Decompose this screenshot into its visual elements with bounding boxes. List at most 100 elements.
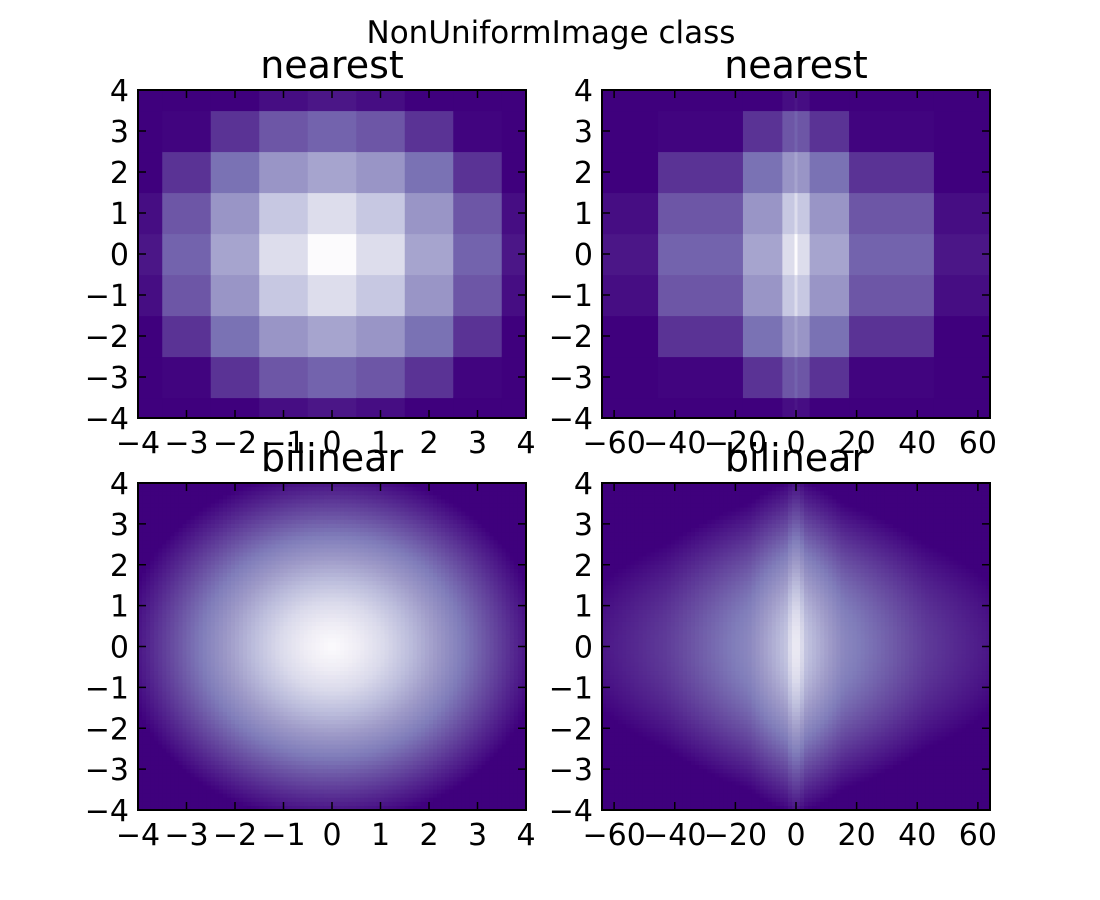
heatmap-sample	[166, 507, 171, 513]
heatmap-sample	[336, 605, 341, 611]
heatmap-sample	[214, 613, 220, 619]
heatmap-sample	[332, 601, 337, 607]
heatmap-sample	[182, 720, 188, 725]
heatmap-sample	[327, 532, 333, 537]
heatmap-sample	[218, 605, 224, 611]
heatmap-sample	[178, 781, 184, 787]
heatmap-sample	[214, 671, 220, 676]
heatmap-sample	[315, 577, 321, 582]
heatmap-sample	[263, 740, 268, 746]
heatmap-sample	[226, 572, 232, 578]
heatmap-sample	[174, 797, 180, 803]
heatmap-sample	[263, 736, 268, 742]
heatmap-sample	[340, 658, 345, 664]
heatmap-sample	[243, 666, 248, 672]
heatmap-sample	[210, 581, 216, 586]
heatmap-sample	[190, 658, 196, 664]
heatmap-sample	[279, 797, 285, 803]
heatmap-sample	[230, 699, 236, 705]
heatmap-sample	[162, 495, 167, 500]
heatmap-sample	[251, 577, 256, 582]
heatmap-sample	[178, 507, 184, 513]
heatmap-sample	[243, 536, 248, 541]
heatmap-sample	[336, 777, 341, 782]
heatmap-sample	[336, 785, 341, 791]
heatmap-sample	[311, 707, 317, 713]
heatmap-sample	[271, 666, 277, 672]
heatmap-sample	[344, 785, 349, 791]
heatmap-sample	[162, 687, 167, 693]
heatmap-sample	[307, 777, 313, 782]
heatmap-sample	[182, 703, 188, 709]
heatmap-sample	[226, 662, 232, 668]
heatmap-sample	[311, 597, 317, 603]
heatmap-sample	[186, 805, 192, 810]
heatmap-sample	[299, 630, 305, 635]
heatmap-sample	[198, 577, 204, 582]
heatmap-sample	[344, 552, 349, 558]
heatmap-sample	[178, 785, 184, 791]
heatmap-sample	[166, 687, 171, 693]
heatmap-sample	[235, 744, 240, 750]
heatmap-sample	[235, 695, 240, 701]
heatmap-sample	[222, 740, 228, 746]
heatmap-sample	[332, 658, 337, 664]
heatmap-sample	[348, 805, 353, 810]
heatmap-sample	[303, 499, 309, 505]
heatmap-sample	[210, 740, 216, 746]
heatmap-sample	[279, 769, 285, 774]
heatmap-sample	[332, 728, 337, 733]
heatmap-sample	[279, 483, 285, 488]
heatmap-sample	[299, 711, 305, 717]
heatmap-sample	[344, 487, 349, 492]
heatmap-sample	[275, 585, 281, 590]
heatmap-sample	[344, 527, 349, 533]
heatmap-sample	[182, 511, 188, 517]
heatmap-sample	[287, 748, 293, 754]
heatmap-sample	[372, 585, 378, 590]
heatmap-sample	[323, 805, 329, 810]
heatmap-sample	[251, 777, 256, 782]
heatmap-sample	[279, 601, 285, 607]
heatmap-sample	[247, 630, 252, 635]
heatmap-sample	[182, 519, 188, 525]
heatmap-sample	[368, 728, 374, 733]
x-tick-label: 20	[838, 426, 876, 461]
heatmap-sample	[190, 630, 196, 635]
heatmap-sample	[299, 564, 305, 570]
heatmap-sample	[352, 658, 357, 664]
heatmap-sample	[138, 499, 143, 505]
heatmap-sample	[352, 699, 357, 705]
heatmap-sample	[162, 769, 167, 774]
heatmap-cell	[162, 233, 212, 276]
heatmap-sample	[198, 572, 204, 578]
heatmap-sample	[364, 691, 369, 697]
heatmap-sample	[182, 634, 188, 639]
heatmap-sample	[230, 671, 236, 676]
heatmap-sample	[344, 540, 349, 545]
heatmap-sample	[275, 593, 281, 599]
heatmap-sample	[235, 703, 240, 709]
heatmap-sample	[340, 523, 345, 529]
heatmap-sample	[368, 568, 374, 574]
heatmap-sample	[186, 748, 192, 754]
heatmap-sample	[348, 715, 353, 721]
heatmap-sample	[356, 756, 361, 762]
heatmap-sample	[327, 568, 333, 574]
heatmap-sample	[295, 781, 301, 787]
heatmap-sample	[198, 613, 204, 619]
heatmap-sample	[344, 634, 349, 639]
heatmap-sample	[319, 630, 325, 635]
heatmap-sample	[146, 544, 151, 549]
heatmap-sample	[315, 752, 321, 758]
heatmap-cell	[658, 90, 744, 112]
heatmap-sample	[150, 515, 155, 521]
heatmap-sample	[275, 805, 281, 810]
heatmap-sample	[226, 646, 232, 652]
heatmap-sample	[235, 515, 240, 521]
heatmap-sample	[247, 519, 252, 525]
heatmap-cell	[742, 151, 783, 194]
heatmap-cell	[307, 192, 357, 235]
heatmap-sample	[295, 483, 301, 488]
heatmap-sample	[158, 589, 163, 594]
